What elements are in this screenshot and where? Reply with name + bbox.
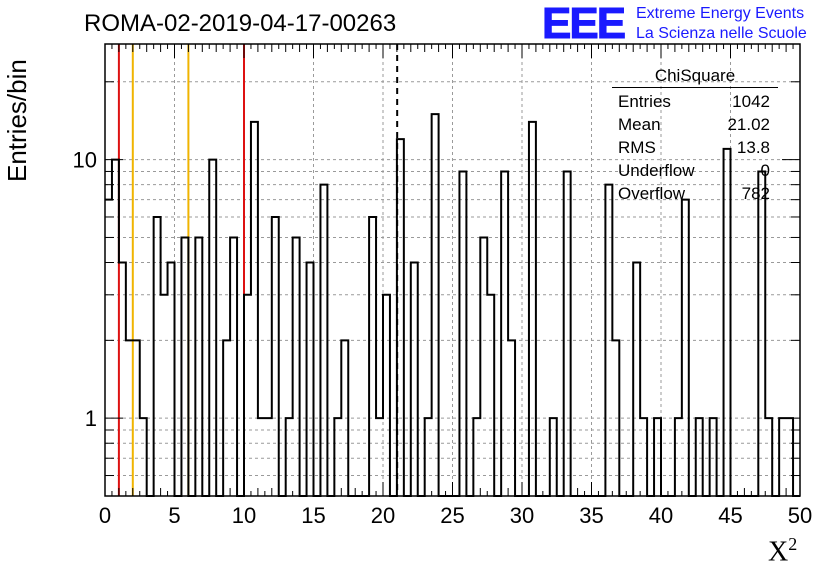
x-tick-label: 10 bbox=[232, 503, 256, 528]
x-tick-label: 30 bbox=[510, 503, 534, 528]
stats-box: ChiSquare Entries 1042 Mean 21.02 RMS 13… bbox=[612, 66, 778, 205]
y-tick-label: 10 bbox=[73, 148, 97, 173]
x-tick-label: 50 bbox=[788, 503, 812, 528]
stats-value: 21.02 bbox=[727, 115, 770, 134]
x-tick-label: 40 bbox=[649, 503, 673, 528]
x-tick-label: 45 bbox=[718, 503, 742, 528]
x-axis-label-main: X bbox=[768, 536, 789, 568]
stats-row-overflow: Overflow 782 bbox=[612, 182, 778, 205]
x-tick-label: 0 bbox=[99, 503, 111, 528]
eee-org-text: Extreme Energy Events La Scienza nelle S… bbox=[636, 4, 807, 44]
histogram-layer bbox=[105, 113, 800, 497]
chart-title: ROMA-02-2019-04-17-00263 bbox=[84, 10, 397, 37]
stats-label: Entries bbox=[618, 92, 671, 111]
stats-label: Overflow bbox=[618, 184, 686, 203]
x-axis-label-superscript: 2 bbox=[788, 534, 798, 554]
stats-row-rms: RMS 13.8 bbox=[612, 136, 778, 159]
grid-layer bbox=[105, 44, 800, 496]
histogram-line bbox=[105, 113, 800, 497]
stats-box-title: ChiSquare bbox=[612, 66, 778, 88]
x-tick-label: 25 bbox=[440, 503, 464, 528]
stats-value: 0 bbox=[760, 161, 770, 180]
stats-label: Underflow bbox=[618, 161, 695, 180]
stats-row-entries: Entries 1042 bbox=[612, 90, 778, 113]
eee-logo: EEE bbox=[541, 0, 626, 48]
stats-value: 13.8 bbox=[736, 138, 770, 157]
stats-value: 782 bbox=[741, 184, 770, 203]
x-tick-label: 5 bbox=[168, 503, 180, 528]
stats-value: 1042 bbox=[732, 92, 770, 111]
y-tick-label: 1 bbox=[85, 406, 97, 431]
x-tick-label: 20 bbox=[371, 503, 395, 528]
stats-label: Mean bbox=[618, 115, 661, 134]
stats-label: RMS bbox=[618, 138, 656, 157]
x-tick-label: 35 bbox=[579, 503, 603, 528]
axis-layer: 0 5 10 15 20 25 30 35 40 45 50 1 10 bbox=[73, 43, 812, 528]
stats-row-mean: Mean 21.02 bbox=[612, 113, 778, 136]
x-tick-label: 15 bbox=[301, 503, 325, 528]
x-axis-label: X2 bbox=[768, 534, 797, 568]
org-line-1: Extreme Energy Events bbox=[636, 5, 805, 22]
stats-row-underflow: Underflow 0 bbox=[612, 159, 778, 182]
org-line-2: La Scienza nelle Scuole bbox=[636, 25, 807, 42]
